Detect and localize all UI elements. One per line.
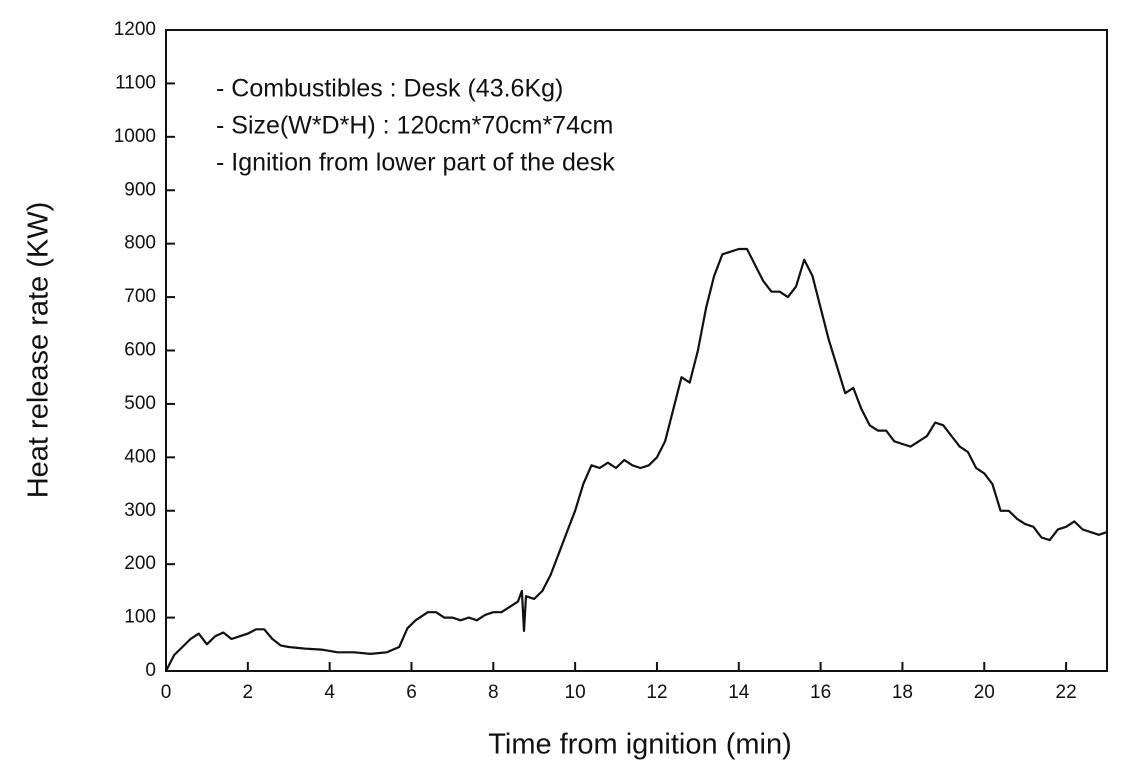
annotation: - Size(W*D*H) : 120cm*70cm*74cm [216, 112, 613, 140]
x-tick-label: 18 [892, 682, 913, 703]
x-tick-label: 14 [728, 682, 750, 703]
y-tick-label: 1200 [114, 19, 156, 40]
x-tick-label: 12 [646, 682, 667, 703]
data-line [165, 247, 1108, 672]
x-axis-title: Time from ignition (min) [488, 729, 791, 761]
y-tick-label: 900 [124, 179, 156, 200]
y-tick-label: 100 [124, 607, 156, 628]
y-tick-label: 600 [124, 340, 156, 361]
y-tick-label: 1000 [114, 126, 156, 147]
y-tick-label: 200 [124, 553, 156, 574]
x-tick-label: 8 [488, 682, 499, 703]
annotation: - Combustibles : Desk (43.6Kg) [216, 75, 563, 103]
y-tick-label: 1100 [115, 72, 156, 93]
y-tick-label: 300 [124, 500, 156, 521]
x-tick-label: 20 [974, 682, 995, 703]
x-tick-label: 4 [324, 682, 335, 703]
x-tick-label: 10 [565, 682, 586, 703]
y-tick-label: 0 [145, 660, 156, 681]
x-tick-label: 16 [810, 682, 831, 703]
y-tick-label: 700 [124, 286, 156, 307]
annotation: - Ignition from lower part of the desk [216, 149, 615, 177]
y-axis-title: Heat release rate (KW) [23, 202, 55, 499]
x-tick-label: 0 [161, 682, 172, 703]
y-tick-label: 800 [124, 233, 156, 254]
x-tick-label: 6 [406, 682, 417, 703]
x-tick-label: 22 [1056, 682, 1077, 703]
x-tick-label: 2 [243, 682, 254, 703]
y-tick-label: 500 [124, 393, 156, 414]
y-tick-label: 400 [124, 446, 156, 467]
